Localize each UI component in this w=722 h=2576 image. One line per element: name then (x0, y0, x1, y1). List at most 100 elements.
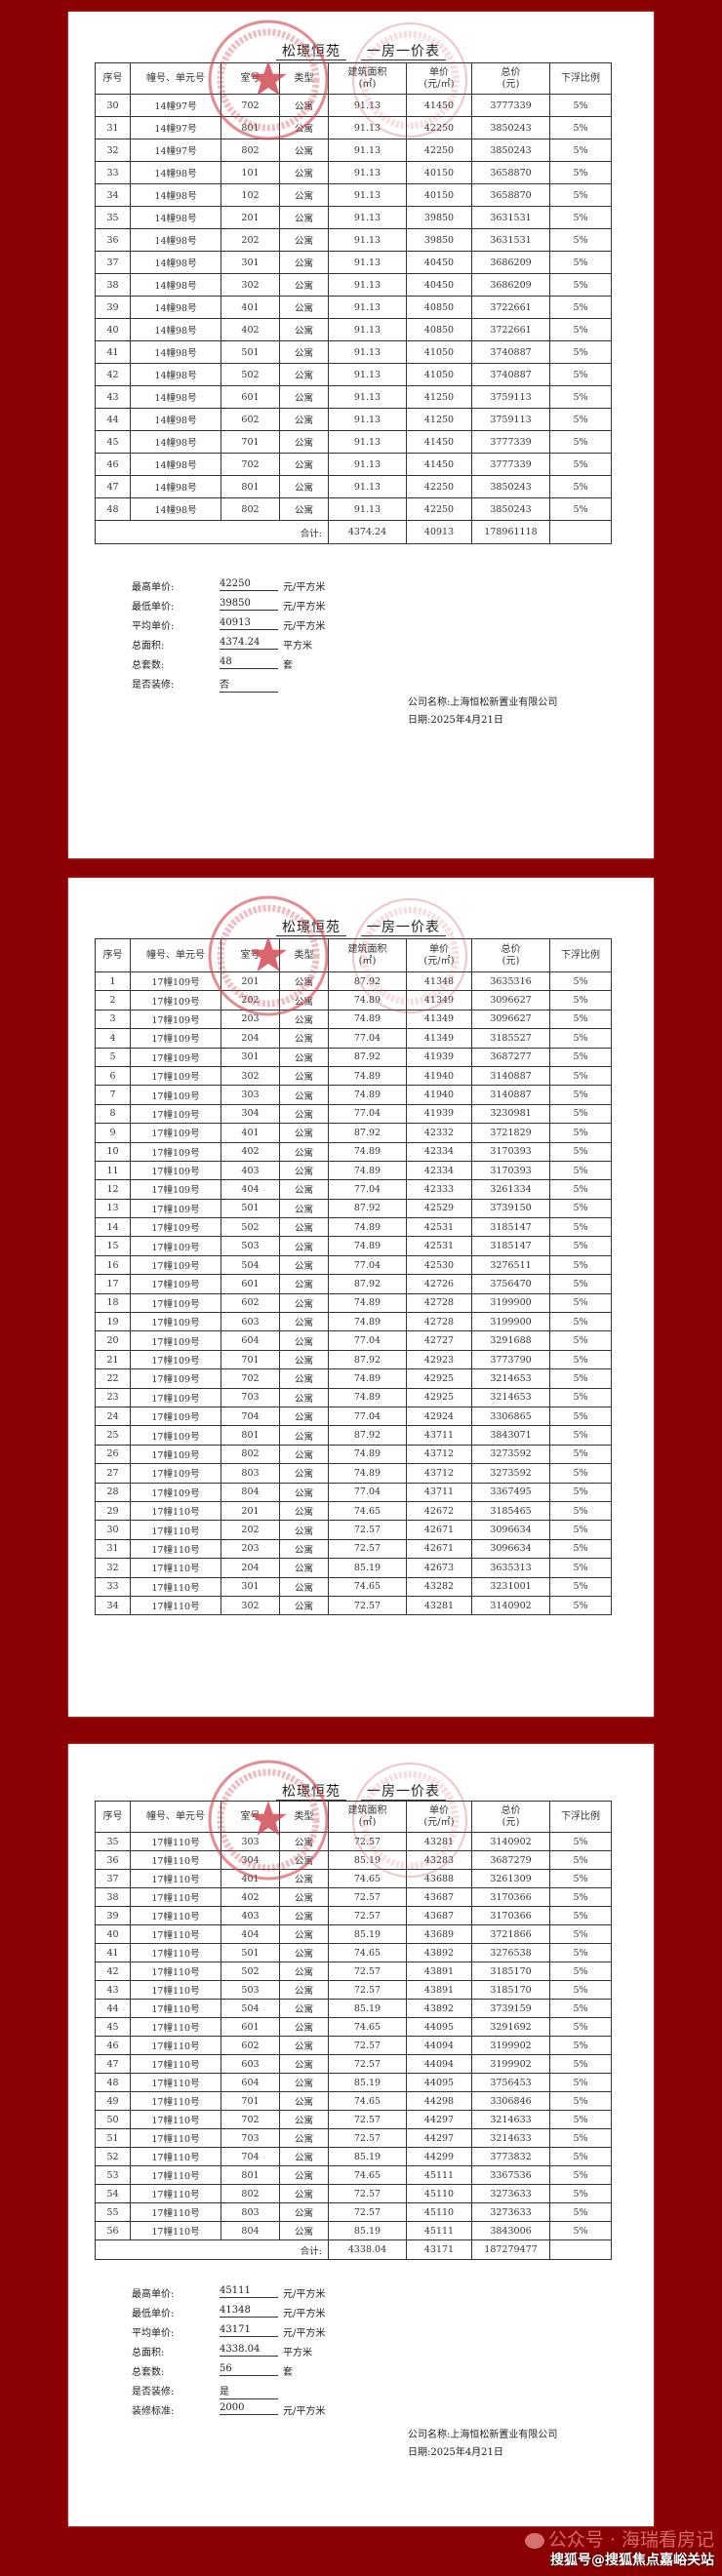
table-cell: 8 (95, 1103, 131, 1125)
table-cell: 17幢109号 (130, 1198, 221, 1219)
table-cell: 42925 (406, 1387, 472, 1407)
table-cell: 5% (549, 385, 612, 409)
table-cell: 5% (549, 161, 612, 184)
table-cell: 602 (221, 1292, 280, 1314)
table-cell: 40450 (406, 251, 472, 274)
column-header: 序号 (95, 938, 131, 972)
table-cell: 15 (95, 1236, 131, 1256)
table-row: 3 17幢109号 203 公寓 74.89 41349 3096627 5% (95, 1009, 612, 1030)
table-cell: 91.13 (328, 206, 407, 229)
table-cell: 3140887 (471, 1065, 550, 1087)
table-cell: 44095 (406, 2073, 472, 2092)
table-cell: 公寓 (279, 1406, 329, 1427)
table-cell: 501 (221, 1943, 280, 1962)
table-cell: 44 (95, 1999, 131, 2018)
table-row: 33 14幢98号 101 公寓 91.13 40150 3658870 5% (95, 161, 612, 184)
total-area: 4374.24 (328, 520, 407, 544)
table-cell: 72.57 (328, 1906, 407, 1925)
summary-value: 42250 (220, 578, 278, 591)
table-cell: 87.92 (328, 1123, 407, 1143)
table-cell: 5% (549, 228, 612, 252)
table-cell: 301 (221, 1576, 280, 1597)
table-cell: 40450 (406, 273, 472, 297)
table-cell: 5% (549, 1198, 612, 1219)
table-cell: 3185147 (471, 1236, 550, 1256)
table-cell: 5% (549, 1085, 612, 1105)
table-cell: 3273633 (471, 2202, 550, 2222)
project-name: 松璟恒苑 (276, 1784, 346, 1801)
table-cell: 公寓 (279, 2017, 329, 2037)
table-cell: 5% (549, 2128, 612, 2148)
table-cell: 32 (95, 1558, 131, 1578)
table-cell: 5% (549, 475, 612, 498)
column-header: 单价 (元/㎡) (406, 62, 472, 95)
table-cell: 91.13 (328, 340, 407, 364)
table-cell: 43711 (406, 1425, 472, 1446)
table-cell: 17幢110号 (130, 2017, 221, 2037)
table-cell: 42727 (406, 1330, 472, 1351)
table-cell: 43688 (406, 1869, 472, 1888)
table-cell: 10 (95, 1141, 131, 1162)
table-cell: 18 (95, 1292, 131, 1314)
table-cell: 3170393 (471, 1141, 550, 1162)
table-cell: 3850243 (471, 139, 550, 162)
table-cell: 72.57 (328, 2184, 407, 2203)
table-cell: 17幢109号 (130, 1065, 221, 1087)
table-cell: 公寓 (279, 1236, 329, 1256)
table-cell: 501 (221, 340, 280, 364)
table-row: 47 17幢110号 603 公寓 72.57 44094 3199902 5% (95, 2054, 612, 2074)
table-row: 30 14幢97号 702 公寓 91.13 41450 3777339 5% (95, 94, 612, 117)
table-row: 38 14幢98号 302 公寓 91.13 40450 3686209 5% (95, 273, 612, 297)
table-cell: 85.19 (328, 2221, 407, 2240)
table-cell: 公寓 (279, 161, 329, 184)
table-row: 38 17幢110号 402 公寓 72.57 43687 3170366 5% (95, 1887, 612, 1907)
column-header: 下浮比例 (549, 1801, 612, 1833)
table-cell: 14幢98号 (130, 430, 221, 454)
table-cell: 44299 (406, 2147, 472, 2166)
table-header-row: 序号 幢号、单元号 室号 类型 建筑面积 (㎡) 单价 (元/㎡) 总价 (元) 下浮比例 (95, 938, 612, 972)
table-cell: 604 (221, 2073, 280, 2092)
table-row: 5 17幢109号 301 公寓 87.92 41939 3687277 5% (95, 1047, 612, 1067)
table-cell: 5% (549, 139, 612, 162)
table-header-row: 序号 幢号、单元号 室号 类型 建筑面积 (㎡) 单价 (元/㎡) 总价 (元) 下浮比例 (95, 1801, 612, 1833)
table-cell: 41940 (406, 1085, 472, 1105)
table-cell: 72.57 (328, 2036, 407, 2055)
table-cell: 公寓 (279, 1349, 329, 1370)
table-cell: 11 (95, 1160, 131, 1181)
table-cell: 17幢110号 (130, 2036, 221, 2055)
table-cell: 3759113 (471, 385, 550, 409)
summary-value: 4374.24 (220, 637, 278, 650)
table-cell: 3170393 (471, 1160, 550, 1181)
watermark-wechat-account: 公众号 · 海瑞看房记 (547, 2529, 714, 2551)
table-cell: 公寓 (279, 1425, 329, 1446)
table-cell: 5% (549, 94, 612, 117)
table-row: 18 17幢109号 602 公寓 74.89 42728 3199900 5% (95, 1292, 612, 1314)
table-cell: 17幢110号 (130, 1980, 221, 2000)
table-cell: 85.19 (328, 2147, 407, 2166)
table-row: 1 17幢109号 201 公寓 87.92 41348 3635316 5% (95, 971, 612, 992)
table-cell: 41348 (406, 971, 472, 992)
table-cell: 204 (221, 1558, 280, 1578)
table-cell: 5% (549, 2073, 612, 2092)
table-cell: 42 (95, 363, 131, 386)
table-cell: 41450 (406, 453, 472, 476)
table-cell: 601 (221, 2017, 280, 2037)
table-cell: 41 (95, 1943, 131, 1962)
summary-row: 装修标准: 2000 元/平方米 (132, 2399, 405, 2419)
table-cell: 5% (549, 1047, 612, 1067)
table-cell: 公寓 (279, 1850, 329, 1870)
column-header: 类型 (279, 1801, 329, 1833)
table-cell: 26 (95, 1444, 131, 1465)
table-row: 7 17幢109号 303 公寓 74.89 41940 3140887 5% (95, 1085, 612, 1105)
table-cell: 3686209 (471, 251, 550, 274)
table-cell: 77.04 (328, 1406, 407, 1427)
table-cell: 5% (549, 1274, 612, 1294)
table-cell: 91.13 (328, 475, 407, 498)
table-cell: 42672 (406, 1500, 472, 1522)
table-row: 40 17幢110号 404 公寓 85.19 43689 3721866 5% (95, 1924, 612, 1944)
total-area: 4338.04 (328, 2239, 407, 2260)
column-header: 下浮比例 (549, 62, 612, 95)
table-cell: 17幢110号 (130, 1558, 221, 1578)
table-cell: 91.13 (328, 94, 407, 117)
total-unit-price: 40913 (406, 520, 472, 544)
